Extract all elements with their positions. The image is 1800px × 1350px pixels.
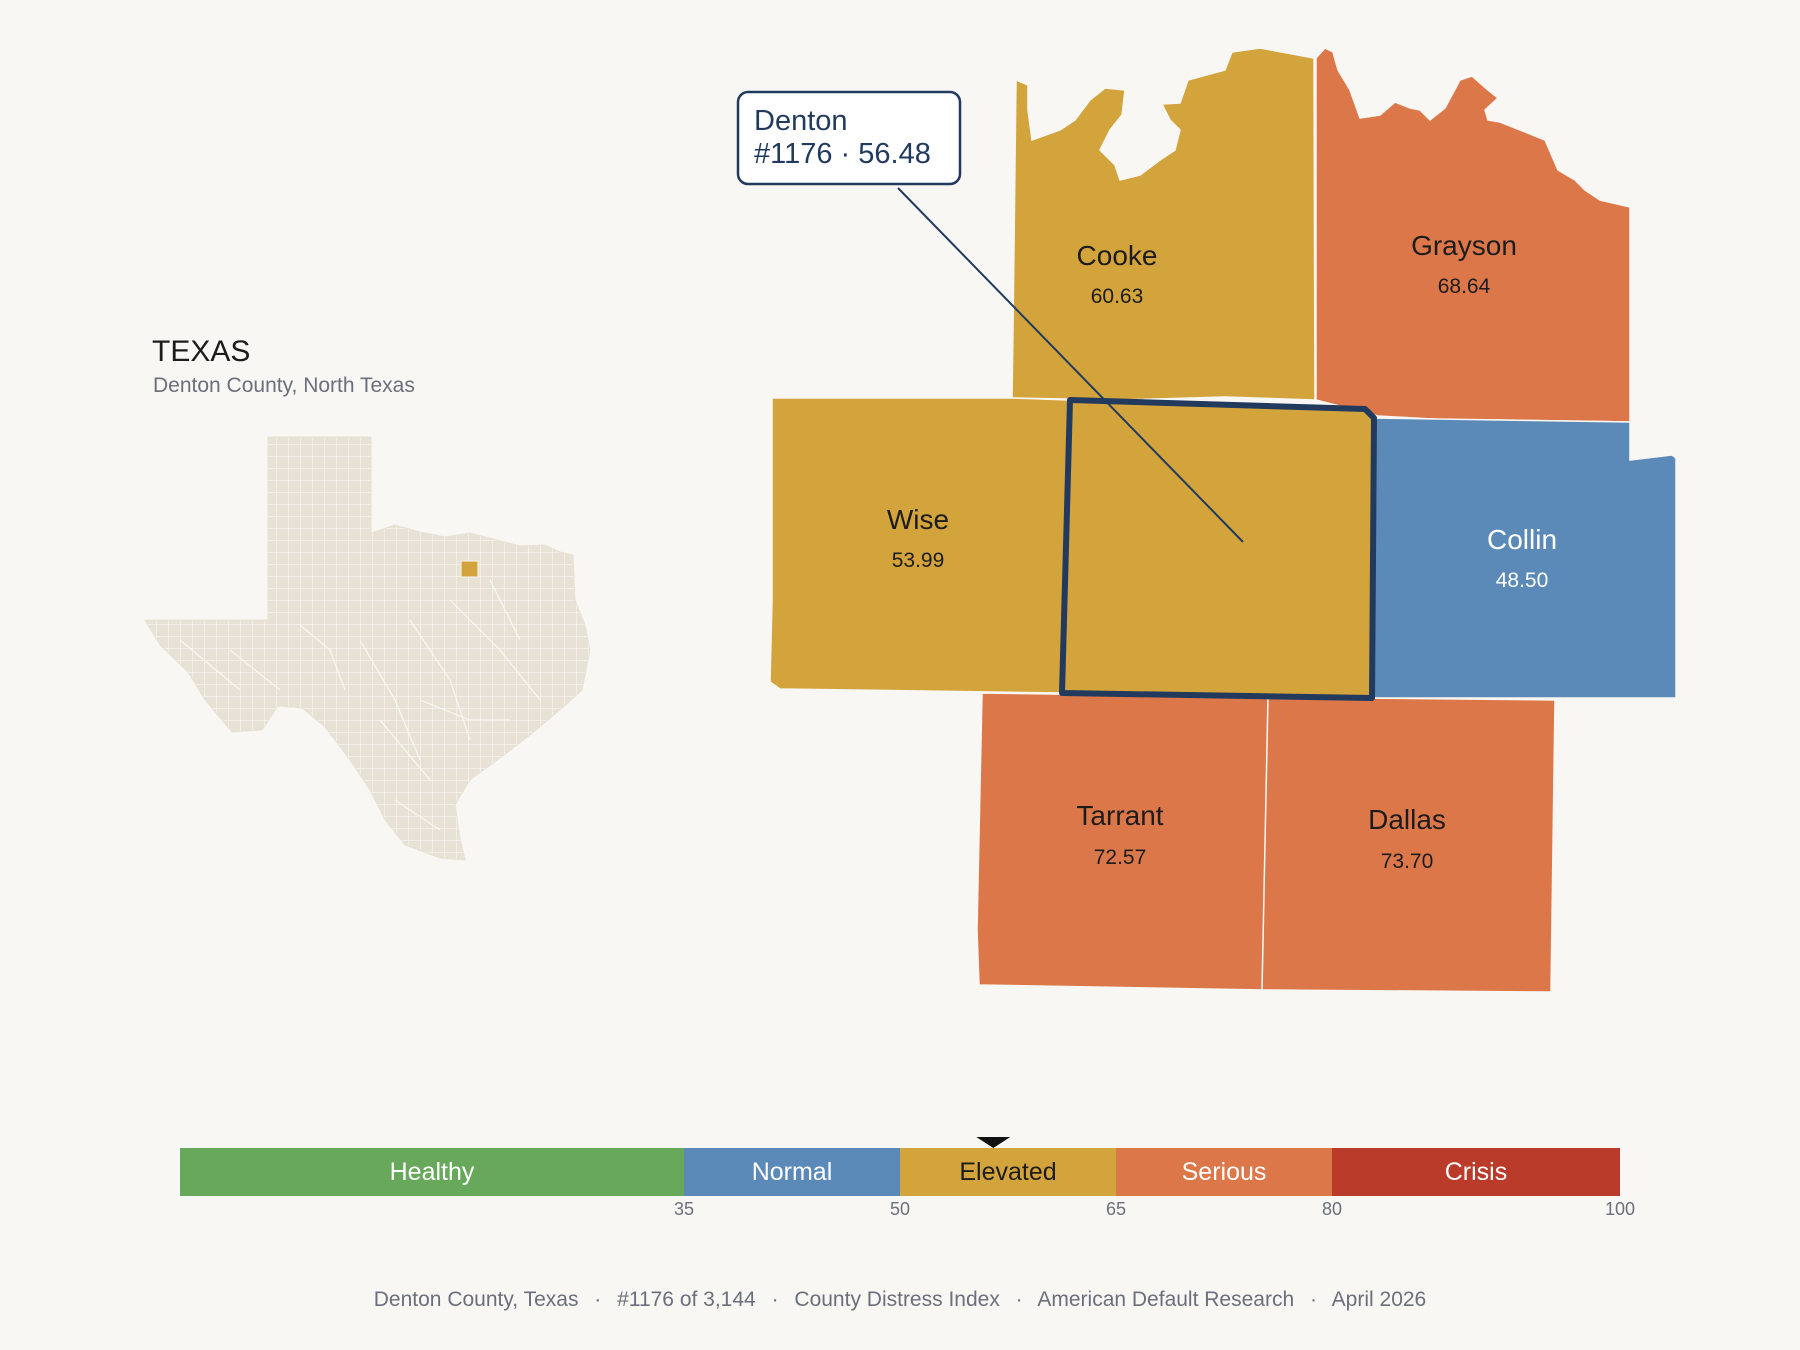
legend-marker bbox=[976, 1137, 1011, 1148]
callout-leader-line bbox=[897, 187, 1244, 543]
legend-band-serious bbox=[1116, 1148, 1332, 1196]
county-collin-value: 48.50 bbox=[1496, 569, 1549, 592]
legend-band-label-crisis: Crisis bbox=[1445, 1158, 1508, 1186]
legend-band-label-elevated: Elevated bbox=[959, 1158, 1056, 1186]
legend-band-normal bbox=[684, 1148, 900, 1196]
county-collin[interactable] bbox=[1371, 417, 1677, 699]
legend-scale: Healthy Normal Elevated Serious Crisis 35 50 65… bbox=[180, 1137, 1635, 1219]
county-tarrant-value: 72.57 bbox=[1094, 846, 1147, 869]
county-cooke-name: Cooke bbox=[1077, 240, 1158, 271]
texas-shape bbox=[144, 436, 591, 861]
texas-inset: TEXAS Denton County, North Texas bbox=[144, 335, 591, 861]
footer-separator-2: · bbox=[772, 1288, 779, 1311]
legend-band-label-normal: Normal bbox=[752, 1158, 833, 1186]
legend-tick-80: 80 bbox=[1322, 1199, 1342, 1219]
legend-band-elevated bbox=[900, 1148, 1116, 1196]
county-collin-name: Collin bbox=[1487, 524, 1557, 555]
denton-callout[interactable]: Denton #1176 · 56.48 bbox=[736, 90, 1244, 543]
inset-subtitle: Denton County, North Texas bbox=[153, 374, 415, 397]
county-tarrant-name: Tarrant bbox=[1076, 800, 1163, 831]
county-tarrant[interactable] bbox=[976, 692, 1269, 991]
texas-highlight-denton bbox=[460, 560, 479, 578]
legend-tick-65: 65 bbox=[1106, 1199, 1126, 1219]
texas-county-lines bbox=[179, 579, 541, 831]
footer-source: American Default Research bbox=[1037, 1288, 1294, 1311]
county-map: Cooke 60.63 Grayson 68.64 Wise 53.99 Col… bbox=[769, 47, 1677, 993]
legend-band-label-serious: Serious bbox=[1182, 1158, 1267, 1186]
legend-band-crisis bbox=[1332, 1148, 1620, 1196]
county-dallas-name: Dallas bbox=[1368, 804, 1446, 835]
county-grayson-name: Grayson bbox=[1411, 230, 1517, 261]
legend-tick-100: 100 bbox=[1605, 1199, 1635, 1219]
footer-index: County Distress Index bbox=[794, 1288, 1000, 1311]
county-cooke-value: 60.63 bbox=[1091, 285, 1144, 308]
county-denton[interactable] bbox=[1059, 397, 1377, 701]
legend-tick-35: 35 bbox=[674, 1199, 694, 1219]
footer-credits: Denton County, Texas · #1176 of 3,144 · … bbox=[374, 1288, 1426, 1311]
footer-rank: #1176 of 3,144 bbox=[617, 1288, 756, 1311]
callout-name: Denton bbox=[754, 105, 848, 137]
county-dallas-value: 73.70 bbox=[1381, 850, 1434, 873]
callout-detail: #1176 · 56.48 bbox=[754, 138, 931, 170]
county-cooke[interactable] bbox=[1011, 47, 1316, 401]
callout-box bbox=[736, 90, 962, 186]
footer-separator-3: · bbox=[1016, 1288, 1023, 1311]
footer-place: Denton County, Texas bbox=[374, 1288, 579, 1311]
inset-title: TEXAS bbox=[152, 335, 250, 368]
legend-band-healthy bbox=[180, 1148, 684, 1196]
footer-date: April 2026 bbox=[1332, 1288, 1427, 1311]
county-wise-name: Wise bbox=[887, 504, 949, 535]
county-wise-value: 53.99 bbox=[892, 549, 945, 572]
legend-band-label-healthy: Healthy bbox=[390, 1158, 475, 1186]
footer-separator-1: · bbox=[594, 1288, 601, 1311]
county-wise[interactable] bbox=[769, 397, 1071, 694]
footer-separator-4: · bbox=[1310, 1288, 1317, 1311]
county-grayson-value: 68.64 bbox=[1438, 275, 1491, 298]
legend-tick-50: 50 bbox=[890, 1199, 910, 1219]
county-dallas[interactable] bbox=[1261, 696, 1556, 993]
